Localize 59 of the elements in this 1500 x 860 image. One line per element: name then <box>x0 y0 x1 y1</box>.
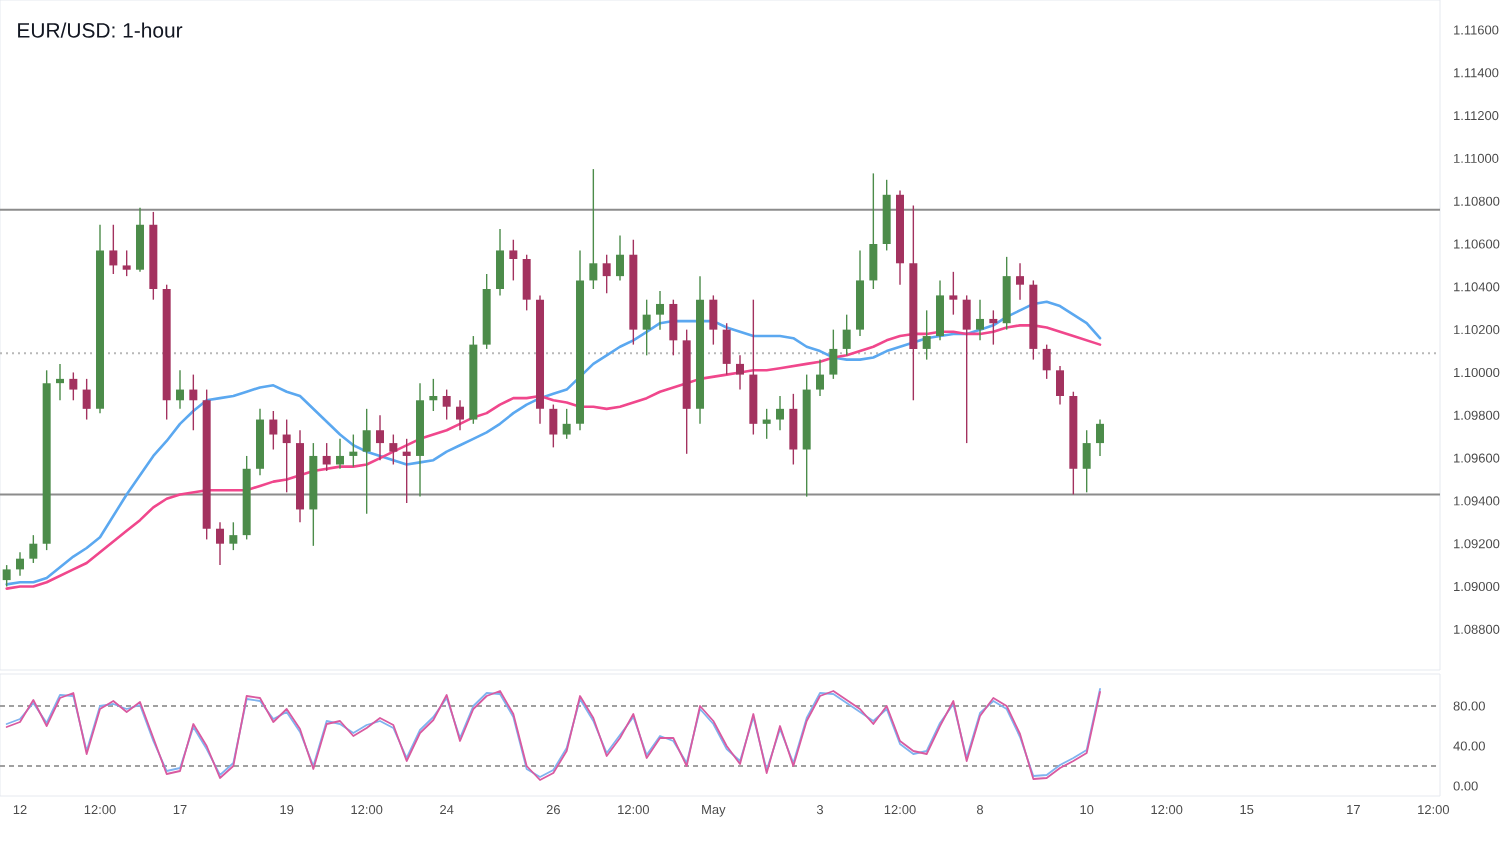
candlestick <box>922 309 931 361</box>
candlestick <box>376 414 385 461</box>
candlestick <box>1082 429 1091 494</box>
candlestick <box>709 294 718 346</box>
candlestick <box>962 294 971 444</box>
candlestick <box>509 239 518 282</box>
candlestick <box>29 534 38 564</box>
candlestick <box>429 378 438 412</box>
candlestick <box>656 290 665 331</box>
candlestick <box>722 322 731 376</box>
candlestick <box>269 410 278 451</box>
candlestick <box>1056 365 1065 406</box>
candlestick <box>322 442 331 472</box>
candlestick <box>229 521 238 551</box>
candlestick <box>2 564 11 588</box>
candlestick <box>282 418 291 494</box>
candlestick <box>562 408 571 440</box>
candlestick <box>1042 343 1051 380</box>
candlestick <box>496 228 505 297</box>
candlestick <box>56 363 64 401</box>
candlestick <box>456 399 465 431</box>
candlestick <box>1096 418 1105 457</box>
candlestick <box>109 224 118 275</box>
candlestick <box>82 378 91 421</box>
candlestick <box>122 249 131 277</box>
candlestick <box>616 234 625 282</box>
candlestick <box>842 313 851 357</box>
candlestick <box>362 408 371 515</box>
candlestick <box>762 408 771 440</box>
candlestick <box>549 403 558 449</box>
candlestick <box>522 254 531 312</box>
candlestick <box>976 298 985 342</box>
candlestick <box>589 168 598 290</box>
candlestick <box>602 254 611 294</box>
candlestick <box>642 298 651 357</box>
candlestick <box>69 371 78 401</box>
candlestick <box>16 551 24 577</box>
candlestick <box>389 433 398 466</box>
candlestick <box>789 393 798 466</box>
candlestick <box>869 172 878 290</box>
candlestick <box>349 433 358 468</box>
candlestick <box>736 354 745 391</box>
candlestick <box>442 388 451 421</box>
candlestick <box>949 271 958 316</box>
candlestick <box>176 369 184 410</box>
candlestick <box>189 373 198 431</box>
candlestick <box>816 358 825 397</box>
candlestick <box>136 206 144 273</box>
candlestick <box>1016 262 1025 301</box>
candlestick <box>336 438 345 470</box>
candlestick <box>1002 256 1011 331</box>
candlestick <box>936 279 945 342</box>
candlestick <box>669 298 678 357</box>
candlestick <box>829 328 838 380</box>
candlestick <box>776 395 785 431</box>
candlestick <box>216 521 224 566</box>
text: EUR/USD: 1-hour <box>18 22 183 38</box>
candlestick <box>989 309 998 346</box>
candlestick <box>402 438 411 504</box>
